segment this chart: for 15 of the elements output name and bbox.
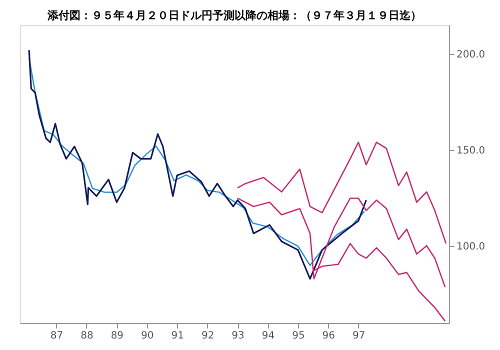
y-tick-label: 200.0: [456, 49, 486, 60]
x-tick-label: 93: [232, 330, 244, 342]
x-tick-label: 89: [110, 330, 124, 342]
y-tick-label: 100.0: [456, 242, 486, 253]
x-tick-label: 95: [292, 330, 305, 342]
x-tick-label: 87: [50, 330, 64, 342]
x-tick-label: 96: [322, 330, 336, 342]
x-tick-label: 90: [141, 330, 154, 342]
x-tick-label: 94: [262, 330, 275, 342]
chart-title: 添付図：９５年４月２０日ドル円予測以降の相場：（９７年３月１９日迄）: [46, 9, 422, 22]
x-tick-label: 97: [352, 330, 366, 342]
x-tick-label: 92: [201, 330, 214, 342]
y-tick-label: 150.0: [456, 145, 486, 156]
x-tick-label: 91: [171, 330, 184, 342]
x-tick-label: 88: [80, 330, 94, 342]
